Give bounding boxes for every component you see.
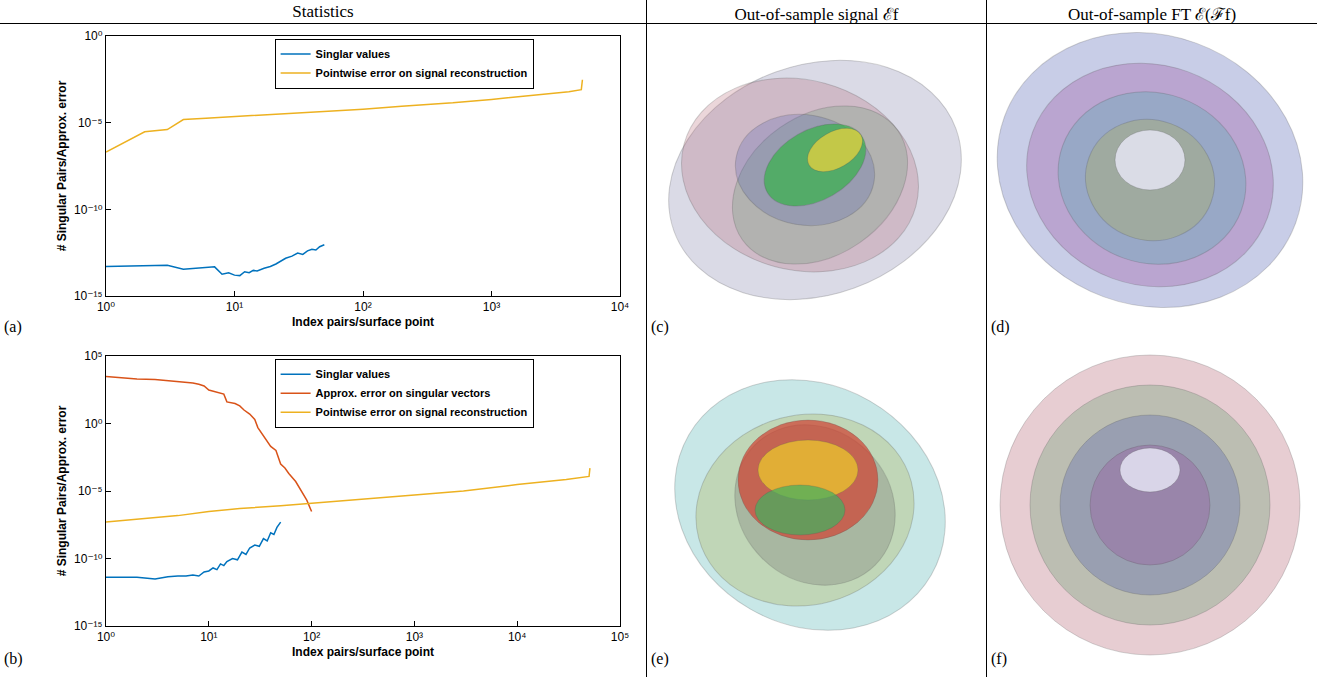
svg-text:10⁻¹⁵: 10⁻¹⁵ (74, 289, 103, 303)
svg-text:10¹: 10¹ (226, 300, 243, 314)
svg-text:Pointwise error on signal reco: Pointwise error on signal reconstruction (316, 406, 528, 418)
svg-text:10²: 10² (303, 630, 320, 644)
svg-text:10¹: 10¹ (200, 630, 217, 644)
svg-text:10⁻⁵: 10⁻⁵ (78, 484, 103, 498)
html-text:Out-of-sample signal ℰf: Out-of-sample signal ℰf (734, 5, 899, 24)
svg-text:Singlar values: Singlar values (316, 368, 391, 380)
svg-text:10⁰: 10⁰ (97, 300, 115, 314)
svg-text:Index pairs/surface point: Index pairs/surface point (292, 315, 434, 329)
svg-text:10⁰: 10⁰ (97, 630, 115, 644)
svg-text:Index pairs/surface point: Index pairs/surface point (292, 645, 434, 659)
html-text:Out-of-sample FT ℰ(ℱf): Out-of-sample FT ℰ(ℱf) (1067, 5, 1237, 24)
svg-text:10⁵: 10⁵ (84, 349, 102, 363)
svg-text:10⁰: 10⁰ (84, 417, 102, 431)
svg-text:# Singular Pairs/Approx. error: # Singular Pairs/Approx. error (55, 80, 69, 251)
svg-text:10⁰: 10⁰ (84, 29, 102, 43)
svg-text:10⁻¹⁰: 10⁻¹⁰ (74, 552, 103, 566)
svg-text:Pointwise error on signal reco: Pointwise error on signal reconstruction (316, 67, 528, 79)
svg-text:10⁴: 10⁴ (508, 630, 527, 644)
svg-text:10⁻¹⁵: 10⁻¹⁵ (74, 619, 103, 633)
html-text:(c): (c) (651, 318, 669, 335)
svg-text:10³: 10³ (406, 630, 423, 644)
svg-text:Approx. error on singular vect: Approx. error on singular vectors (316, 387, 491, 399)
html-text:(a): (a) (4, 318, 22, 335)
html-text:(f): (f) (991, 650, 1007, 667)
svg-text:10⁵: 10⁵ (611, 630, 629, 644)
svg-text:# Singular Pairs/Approx. error: # Singular Pairs/Approx. error (55, 405, 69, 576)
html-text:Statistics: Statistics (292, 2, 354, 21)
html-text:(b): (b) (4, 650, 23, 667)
html-text:(d): (d) (991, 318, 1010, 335)
svg-text:10³: 10³ (483, 300, 500, 314)
svg-text:10⁻¹⁰: 10⁻¹⁰ (74, 203, 103, 217)
svg-text:10²: 10² (354, 300, 371, 314)
html-text:(e): (e) (651, 650, 669, 667)
svg-text:Singlar values: Singlar values (316, 48, 391, 60)
svg-text:10⁴: 10⁴ (611, 300, 630, 314)
svg-text:10⁻⁵: 10⁻⁵ (78, 116, 103, 130)
